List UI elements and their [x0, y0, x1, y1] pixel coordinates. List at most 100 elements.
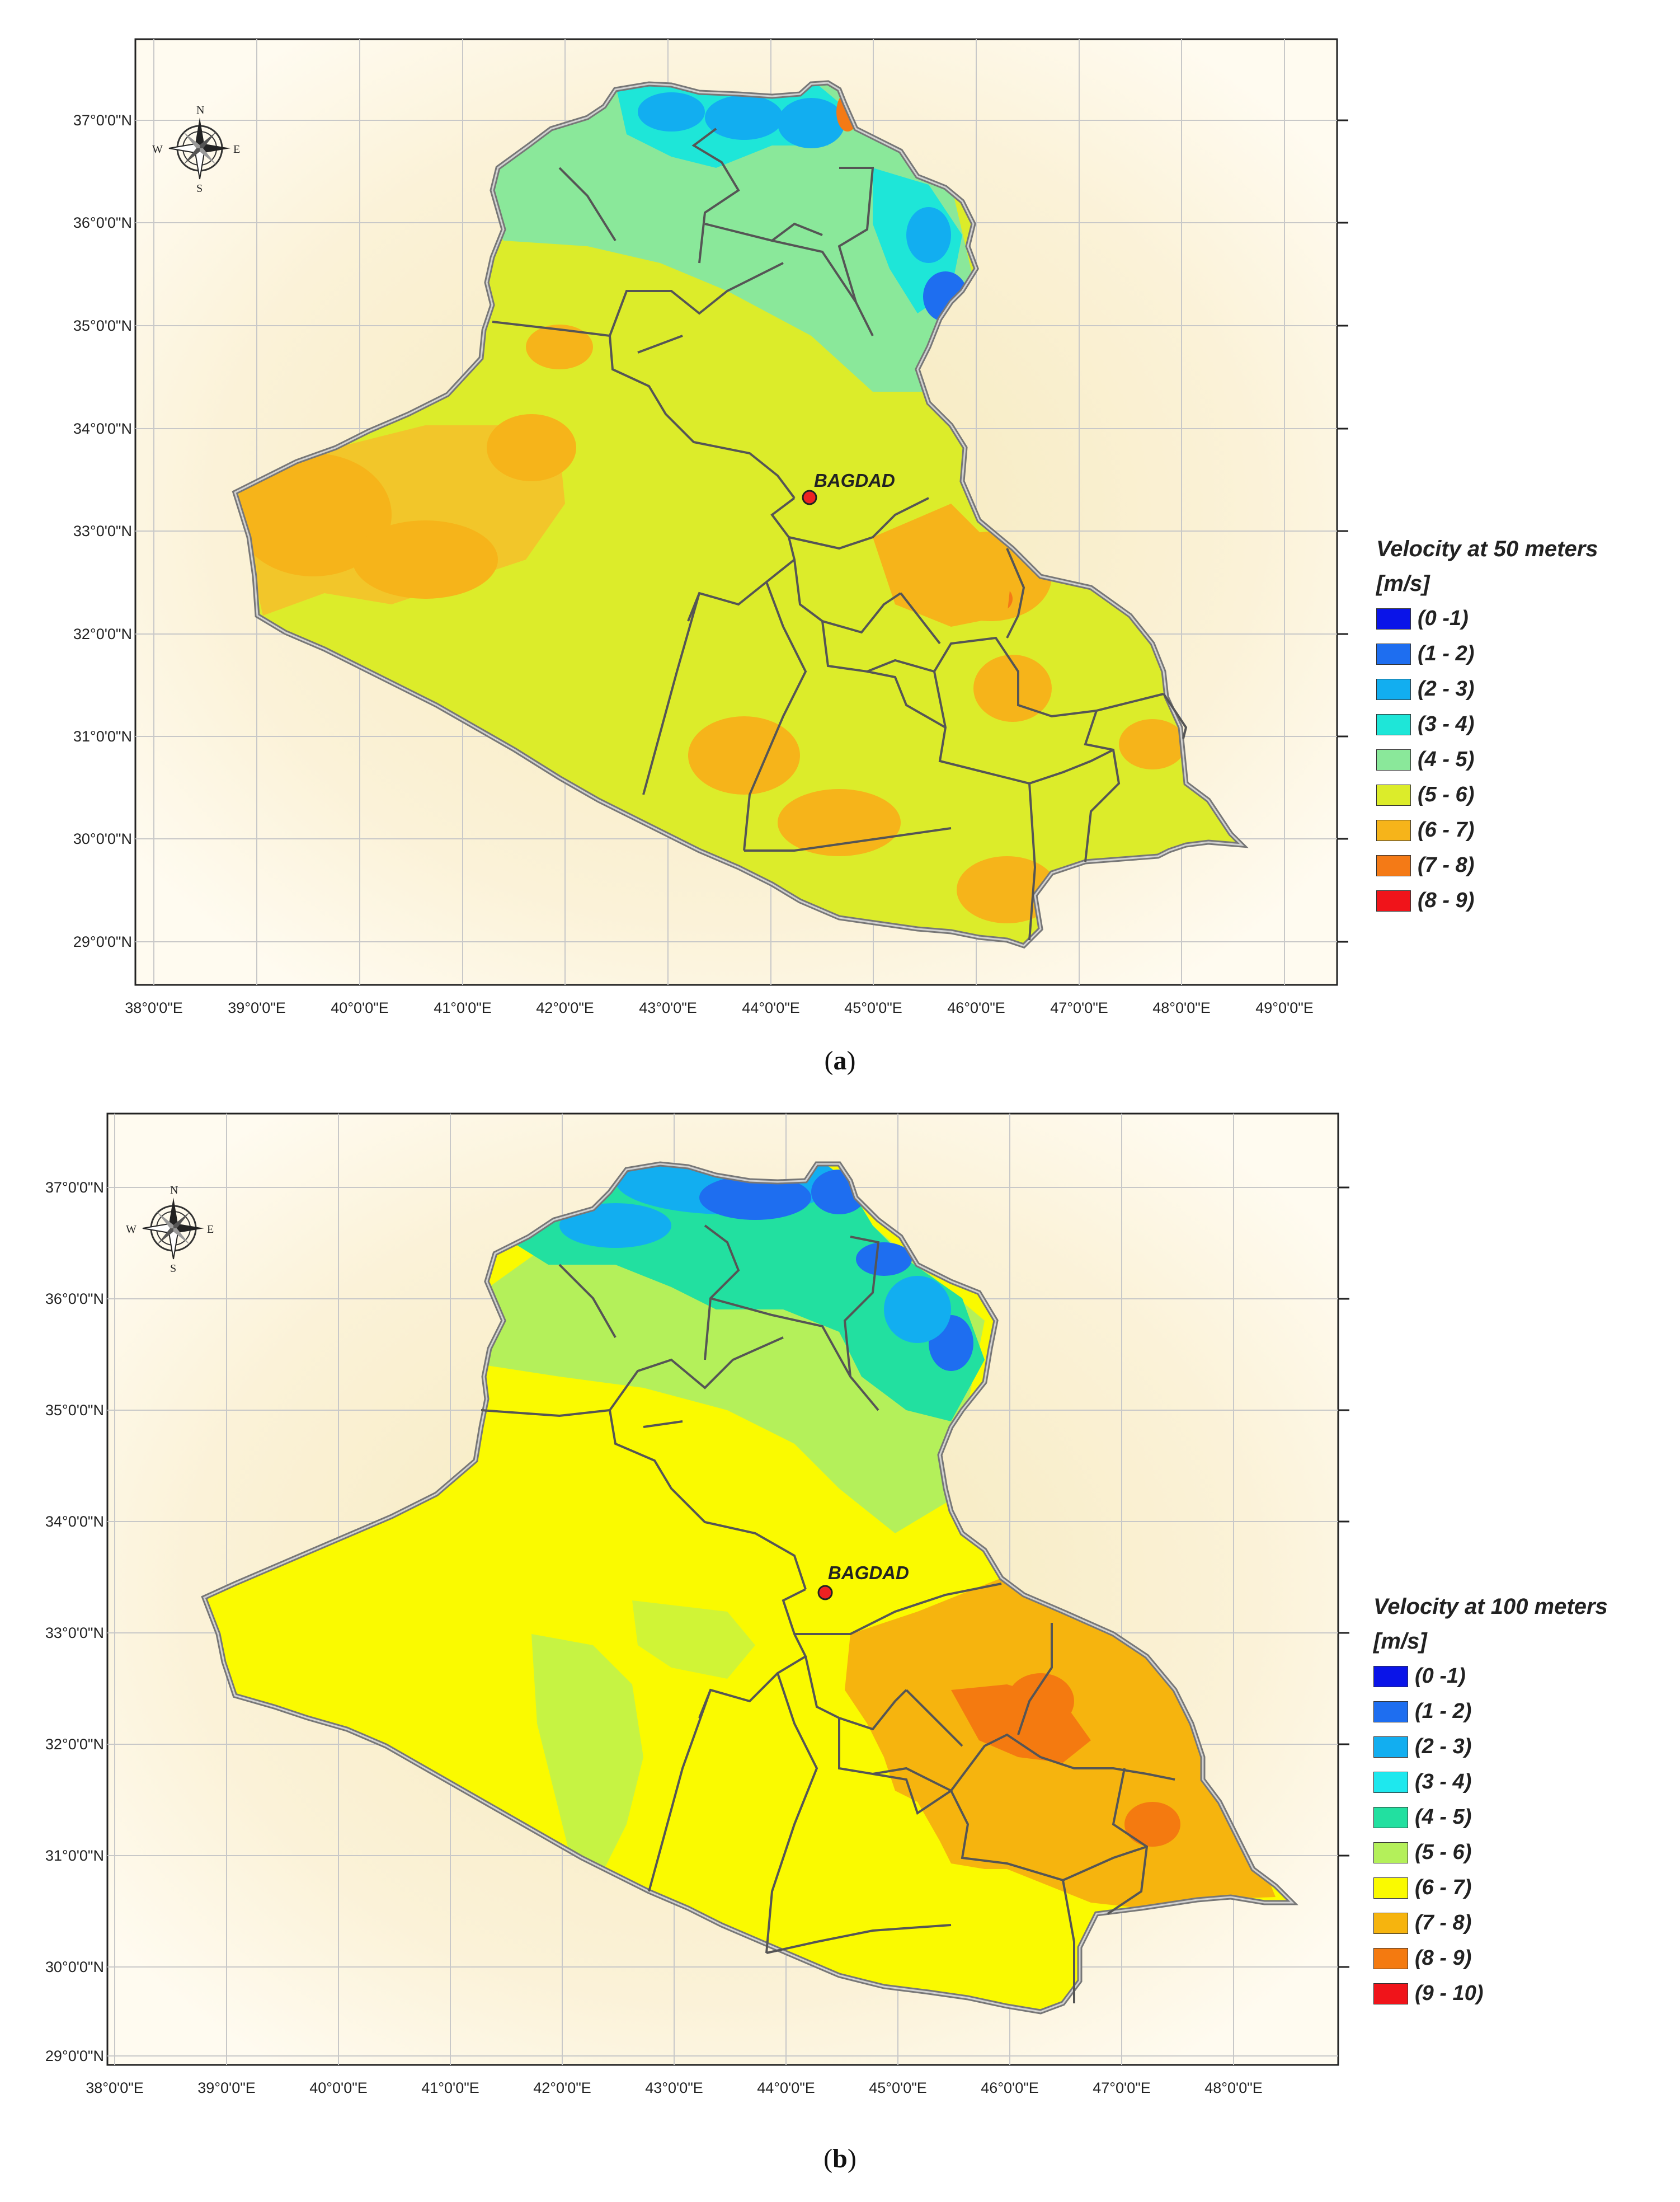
- legend-item: (5 - 6): [1376, 777, 1598, 813]
- legend-swatch: [1373, 1947, 1408, 1969]
- lat-label: 29°0'0"N: [45, 2048, 104, 2064]
- lon-label: 47°0'0"E: [1050, 999, 1108, 1016]
- legend-item: (1 - 2): [1376, 636, 1598, 672]
- lat-label: 32°0'0"N: [73, 626, 132, 642]
- lon-label: 39°0'0"E: [228, 999, 286, 1016]
- legend-swatch: [1376, 890, 1411, 912]
- lat-label: 29°0'0"N: [73, 933, 132, 950]
- legend-label: (6 - 7): [1418, 818, 1475, 842]
- legend-item: (7 - 8): [1373, 1905, 1608, 1941]
- lon-label: 47°0'0"E: [1093, 2079, 1151, 2096]
- legend-item: (3 - 4): [1376, 707, 1598, 742]
- map-panel-a: BAGDAD N S E W 37°0'0"N: [0, 0, 1680, 1097]
- lat-label: 30°0'0"N: [73, 830, 132, 847]
- legend-item: (0 -1): [1376, 601, 1598, 636]
- legend-item: (4 - 5): [1376, 742, 1598, 777]
- legend-label: (3 - 4): [1418, 712, 1475, 736]
- legend-label: (1 - 2): [1415, 1699, 1472, 1723]
- lat-label: 34°0'0"N: [73, 420, 132, 437]
- legend-item: (6 - 7): [1373, 1870, 1608, 1905]
- svg-text:S: S: [170, 1262, 176, 1275]
- baghdad-marker: [802, 490, 817, 505]
- legend-item: (6 - 7): [1376, 813, 1598, 848]
- caption-a: (a): [824, 1046, 856, 1076]
- legend-label: (7 - 8): [1418, 853, 1475, 877]
- legend-label: (4 - 5): [1418, 748, 1475, 771]
- city-label-baghdad: BAGDAD: [828, 1562, 909, 1583]
- legend-label: (9 - 10): [1415, 1982, 1484, 2005]
- svg-text:E: E: [207, 1223, 214, 1236]
- legend-swatch: [1373, 1842, 1408, 1863]
- lon-label: 41°0'0"E: [421, 2079, 479, 2096]
- map-a-svg: BAGDAD N S E W 37°0'0"N: [73, 38, 1348, 1016]
- legend-swatch: [1373, 1771, 1408, 1793]
- compass-rose-icon: N S E W: [152, 104, 240, 195]
- legend-label: (8 - 9): [1415, 1946, 1472, 1970]
- legend-swatch: [1373, 1665, 1408, 1687]
- map-panel-b: BAGDAD N S E W 37°0'0"N 36°0'0"N 35: [0, 1097, 1680, 2202]
- legend-label: (0 -1): [1418, 607, 1469, 630]
- legend-label: (5 - 6): [1415, 1841, 1472, 1864]
- legend-unit: [m/s]: [1373, 1629, 1427, 1654]
- lon-label: 42°0'0"E: [536, 999, 594, 1016]
- svg-text:W: W: [152, 143, 163, 156]
- svg-text:W: W: [126, 1223, 137, 1236]
- svg-text:N: N: [196, 104, 204, 116]
- lon-label: 43°0'0"E: [639, 999, 697, 1016]
- lon-label: 48°0'0"E: [1204, 2079, 1263, 2096]
- legend-label: (6 - 7): [1415, 1876, 1472, 1899]
- lat-label: 31°0'0"N: [73, 728, 132, 745]
- lon-label: 44°0'0"E: [742, 999, 800, 1016]
- legend-swatch: [1376, 608, 1411, 630]
- lon-label: 38°0'0"E: [86, 2079, 144, 2096]
- legend-swatch: [1376, 713, 1411, 735]
- legend-label: (2 - 3): [1415, 1735, 1472, 1758]
- legend-swatch: [1376, 854, 1411, 876]
- legend-swatch: [1376, 784, 1411, 806]
- legend-item: (1 - 2): [1373, 1694, 1608, 1729]
- lon-label: 38°0'0"E: [125, 999, 183, 1016]
- legend-item: (7 - 8): [1376, 848, 1598, 883]
- lon-label: 42°0'0"E: [533, 2079, 591, 2096]
- legend-label: (8 - 9): [1418, 889, 1475, 912]
- compass-rose-icon: N S E W: [126, 1184, 214, 1275]
- legend-label: (0 -1): [1415, 1664, 1466, 1688]
- legend-swatch: [1376, 819, 1411, 841]
- lat-label: 37°0'0"N: [45, 1179, 104, 1196]
- lat-label: 36°0'0"N: [45, 1290, 104, 1307]
- lon-label: 46°0'0"E: [947, 999, 1005, 1016]
- legend-swatch: [1373, 1701, 1408, 1722]
- lat-label: 31°0'0"N: [45, 1847, 104, 1864]
- legend-swatch: [1373, 1912, 1408, 1934]
- lat-label: 30°0'0"N: [45, 1959, 104, 1975]
- legend-a: Velocity at 50 meters [m/s] (0 -1) (1 - 2…: [1376, 532, 1598, 918]
- legend-unit: [m/s]: [1376, 571, 1430, 596]
- lon-label: 39°0'0"E: [197, 2079, 256, 2096]
- map-b-svg: BAGDAD N S E W 37°0'0"N 36°0'0"N 35: [45, 1112, 1349, 2096]
- svg-text:E: E: [233, 143, 240, 156]
- lon-label: 48°0'0"E: [1152, 999, 1211, 1016]
- legend-label: (3 - 4): [1415, 1770, 1472, 1793]
- lat-label: 32°0'0"N: [45, 1736, 104, 1753]
- baghdad-marker: [817, 1585, 833, 1600]
- province-boundaries-a: [492, 128, 1188, 941]
- legend-item: (2 - 3): [1373, 1729, 1608, 1764]
- legend-item: (8 - 9): [1376, 883, 1598, 918]
- lon-label: 45°0'0"E: [869, 2079, 927, 2096]
- legend-item: (8 - 9): [1373, 1941, 1608, 1976]
- legend-b: Velocity at 100 meters [m/s] (0 -1) (1 - …: [1373, 1589, 1608, 2011]
- lat-label: 37°0'0"N: [73, 112, 132, 129]
- lat-label: 35°0'0"N: [73, 317, 132, 334]
- legend-title: Velocity at 50 meters: [1376, 537, 1598, 561]
- city-label-baghdad: BAGDAD: [814, 470, 895, 491]
- lon-label: 46°0'0"E: [981, 2079, 1039, 2096]
- legend-swatch: [1376, 643, 1411, 665]
- caption-b: (b): [823, 2144, 857, 2173]
- lon-labels-b: 38°0'0"E 39°0'0"E 40°0'0"E 41°0'0"E 42°0…: [86, 2079, 1263, 2096]
- legend-item: (2 - 3): [1376, 672, 1598, 707]
- legend-label: (1 - 2): [1418, 642, 1475, 665]
- lon-label: 45°0'0"E: [844, 999, 902, 1016]
- legend-swatch: [1376, 678, 1411, 700]
- legend-swatch: [1373, 1877, 1408, 1899]
- legend-item: (0 -1): [1373, 1659, 1608, 1694]
